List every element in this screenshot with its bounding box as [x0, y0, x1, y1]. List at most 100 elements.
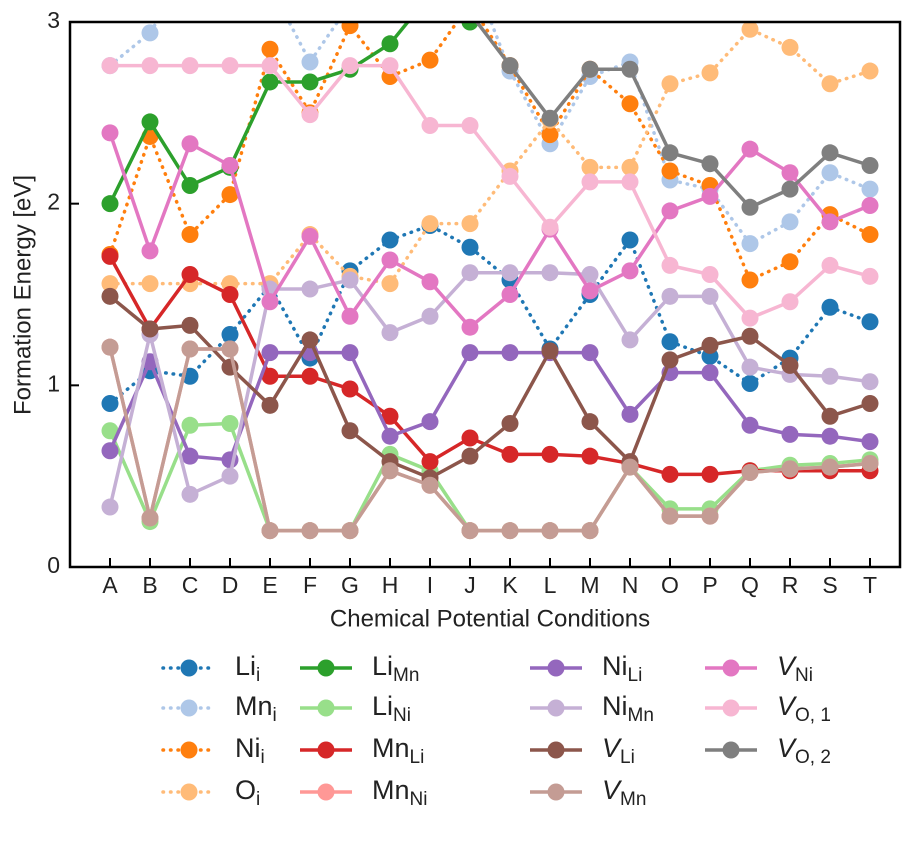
- data-point: [181, 135, 199, 153]
- data-point: [381, 407, 399, 425]
- data-point: [781, 293, 799, 311]
- data-point: [741, 198, 759, 216]
- legend-marker: [180, 783, 198, 801]
- x-axis-label: Chemical Potential Conditions: [330, 605, 650, 632]
- data-point: [341, 522, 359, 540]
- legend-subscript: Mn: [620, 789, 646, 810]
- legend-subscript: Mn: [628, 705, 654, 726]
- data-point: [421, 215, 439, 233]
- plot-frame: [68, 20, 902, 569]
- data-point: [181, 226, 199, 244]
- data-point: [741, 358, 759, 376]
- x-tick-label: G: [341, 572, 359, 598]
- data-point: [661, 465, 679, 483]
- data-point: [261, 293, 279, 311]
- data-point: [341, 22, 359, 35]
- data-point: [581, 60, 599, 78]
- data-point: [181, 177, 199, 194]
- data-point: [741, 327, 759, 345]
- legend-name: V: [777, 651, 798, 681]
- legend-subscript: i: [256, 665, 260, 686]
- legend-item: Mni: [161, 691, 277, 726]
- legend-name: Li: [372, 651, 393, 681]
- data-point: [341, 271, 359, 289]
- data-point: [661, 287, 679, 305]
- data-point: [461, 264, 479, 282]
- data-point: [261, 344, 279, 362]
- data-point: [181, 316, 199, 334]
- legend-label: VO, 2: [777, 733, 831, 768]
- legend-item: LiMn: [300, 651, 419, 686]
- legend-subscript: O, 1: [795, 705, 831, 726]
- series-line: [108, 346, 871, 533]
- data-point: [821, 164, 839, 182]
- data-point: [581, 447, 599, 465]
- data-point: [141, 24, 159, 42]
- data-point: [341, 380, 359, 398]
- data-point: [701, 465, 719, 483]
- data-point: [101, 124, 119, 142]
- legend-subscript: i: [261, 747, 265, 768]
- data-point: [141, 320, 159, 338]
- data-point: [861, 226, 879, 244]
- legend-subscript: Li: [628, 665, 643, 686]
- data-point: [541, 109, 559, 127]
- series-line: [108, 270, 871, 508]
- data-point: [861, 454, 879, 472]
- data-point: [621, 262, 639, 280]
- data-point: [581, 266, 599, 284]
- data-point: [501, 264, 519, 282]
- data-point: [181, 57, 199, 75]
- data-point: [741, 375, 759, 393]
- legend-subscript: Ni: [410, 789, 428, 810]
- data-point: [261, 57, 279, 75]
- legend: LiiMniNiiOiLiMnLiNiMnLiMnNiNiLiNiMnVLiVM…: [161, 651, 831, 810]
- data-point: [421, 117, 439, 135]
- data-point: [581, 522, 599, 540]
- x-tick-label: S: [822, 572, 837, 598]
- legend-marker: [722, 659, 740, 677]
- data-point: [421, 307, 439, 325]
- legend-name: V: [602, 733, 623, 763]
- data-point: [101, 422, 119, 440]
- data-point: [701, 507, 719, 525]
- data-point: [461, 447, 479, 465]
- data-point: [661, 202, 679, 220]
- legend-label: MnNi: [372, 775, 427, 810]
- data-point: [781, 356, 799, 374]
- data-point: [781, 180, 799, 198]
- y-axis-label: Formation Energy [eV]: [9, 175, 36, 415]
- data-point: [461, 22, 479, 31]
- series-line: [108, 22, 473, 205]
- data-point: [141, 509, 159, 527]
- y-tick-label: 2: [47, 189, 60, 215]
- data-point: [101, 57, 119, 75]
- legend-marker: [547, 741, 565, 759]
- data-point: [541, 445, 559, 463]
- data-point: [381, 324, 399, 342]
- data-point: [301, 522, 319, 540]
- data-point: [621, 158, 639, 176]
- legend-item: NiLi: [530, 651, 642, 686]
- x-tick-label: L: [544, 572, 557, 598]
- legend-marker: [180, 741, 198, 759]
- data-point: [861, 373, 879, 391]
- legend-item: Nii: [161, 733, 265, 768]
- legend-label: VO, 1: [777, 691, 831, 726]
- data-point: [261, 73, 279, 91]
- data-point: [181, 266, 199, 284]
- data-point: [181, 485, 199, 503]
- data-point: [661, 162, 679, 180]
- data-point: [141, 57, 159, 75]
- data-point: [741, 309, 759, 327]
- x-tick-label: D: [222, 572, 239, 598]
- legend-name: O: [235, 775, 256, 805]
- data-point: [381, 427, 399, 445]
- data-point: [861, 433, 879, 451]
- data-point: [101, 395, 119, 412]
- data-point: [781, 213, 799, 231]
- legend-label: LiNi: [372, 691, 411, 726]
- data-point: [501, 414, 519, 432]
